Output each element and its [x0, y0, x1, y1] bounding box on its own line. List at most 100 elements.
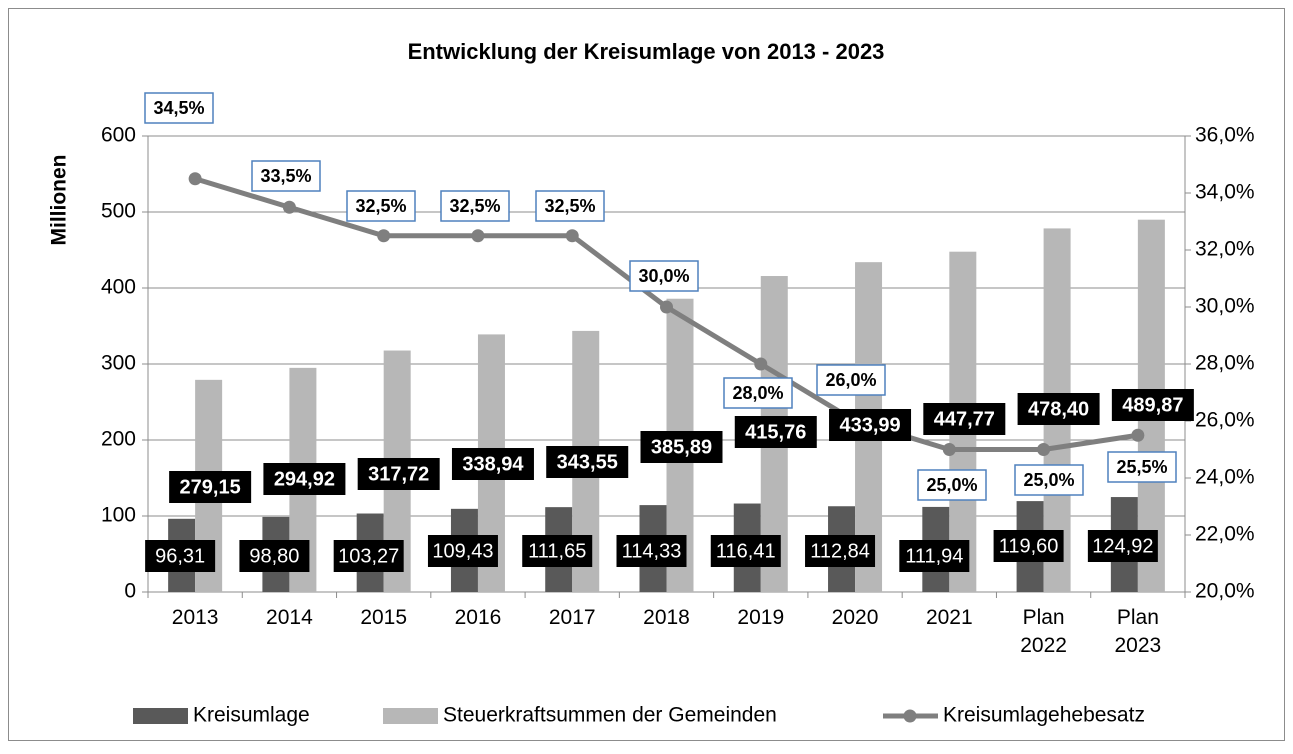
x-tick-label-box: 2015	[360, 606, 408, 629]
y-axis-label: Millionen	[48, 155, 71, 246]
bar-value-label: 103,27	[338, 545, 399, 567]
line-value-label-box	[1014, 464, 1084, 496]
bar-value-label: 385,89	[651, 436, 712, 458]
bar-value-label: 98,80	[249, 545, 299, 567]
line-value-label-box	[440, 190, 510, 222]
line-value-label-box	[1107, 451, 1177, 483]
x-tick-label: 2017	[548, 606, 596, 629]
bar-value-label: 119,60	[999, 535, 1059, 557]
y2-tick-label: 28,0%	[1195, 352, 1255, 375]
line-point	[565, 229, 579, 243]
y2-tick-label: 24,0%	[1195, 466, 1255, 489]
bar-value-label-box	[1017, 393, 1100, 425]
line-point	[1131, 428, 1145, 442]
bar-value-label-box	[451, 448, 534, 480]
line-value-label: 25,0%	[1023, 470, 1074, 490]
bar-value-label: 447,77	[934, 408, 995, 430]
line-value-label: 28,0%	[732, 383, 783, 403]
bar-value-label-box	[333, 540, 404, 572]
line-value-label: 32,5%	[355, 196, 406, 216]
bar-value-label-box	[239, 540, 310, 572]
y2-tick-label: 22,0%	[1195, 523, 1255, 546]
y-tick-label: 400	[101, 276, 136, 299]
line-point	[660, 300, 673, 314]
y-tick-label: 500	[101, 200, 136, 223]
line-value-label: 32,5%	[449, 196, 500, 216]
bar-value-label-box	[899, 540, 970, 572]
line-value-label-box	[629, 260, 699, 292]
x-tick-label-box: 2014	[266, 606, 313, 629]
bar-value-label: 109,43	[432, 540, 493, 562]
line-value-label: 30,0%	[638, 266, 689, 286]
line-value-label-box	[251, 160, 321, 192]
x-tick-label-box: 2019	[737, 606, 785, 629]
x-tick-label: 2013	[171, 606, 219, 629]
x-tick-label-box: Plan 2022	[1020, 606, 1067, 657]
line-point	[471, 229, 485, 243]
y2-tick-label: 32,0%	[1195, 238, 1255, 261]
x-tick-label-box: 2020	[831, 606, 879, 629]
line-value-label-box	[723, 377, 793, 409]
bar-value-label-box	[734, 416, 817, 448]
bar-value-label: 279,15	[180, 476, 241, 498]
line-value-label-box	[816, 364, 886, 396]
chart-border	[8, 8, 1285, 741]
line-point	[942, 443, 956, 456]
line-value-label: 33,5%	[260, 166, 311, 186]
bar-value-label: 478,40	[1028, 398, 1089, 420]
x-tick-label: 2018	[643, 606, 690, 629]
bar-value-label: 489,87	[1122, 394, 1183, 416]
x-tick-label-box: 2021	[925, 606, 973, 629]
line-value-label: 34,5%	[153, 98, 204, 118]
y-tick-label: 600	[101, 124, 136, 147]
x-tick-label-box: 2016	[454, 606, 502, 629]
legend-swatch	[383, 708, 438, 724]
x-tick-label: 2021	[925, 606, 973, 629]
y2-tick-label: 36,0%	[1195, 124, 1255, 147]
x-tick-label: 2020	[831, 606, 879, 629]
bar-value-label-box	[522, 535, 593, 567]
chart-title: Entwicklung der Kreisumlage von 2013 - 2…	[408, 39, 885, 64]
line-point	[377, 229, 391, 243]
line-value-label: 32,5%	[544, 196, 595, 216]
line-value-label: 25,5%	[1116, 457, 1167, 477]
bar-value-label-box	[640, 431, 723, 463]
line-value-label-box	[144, 92, 214, 124]
line-value-label-box	[346, 190, 416, 222]
legend-label: Steuerkraftsummen der Gemeinden	[443, 704, 777, 727]
legend-label: Kreisumlagehebesatz	[943, 704, 1145, 727]
bar-value-label: 111,65	[528, 540, 586, 562]
bar-value-label-box	[710, 535, 781, 567]
y-tick-label: 0	[124, 580, 136, 603]
bar-value-label: 343,55	[557, 451, 618, 473]
line-value-label: 26,0%	[825, 370, 876, 390]
line-point	[1037, 443, 1051, 456]
bar-value-label: 112,84	[810, 540, 870, 562]
bar-value-label-box	[546, 446, 629, 478]
bar-value-label: 415,76	[745, 421, 806, 443]
line-value-label-box	[535, 190, 605, 222]
x-tick-label-box: 2017	[548, 606, 596, 629]
x-tick-label: Plan 2023	[1114, 606, 1162, 657]
bar-value-label-box	[169, 471, 252, 503]
bar-value-label: 433,99	[839, 414, 900, 436]
legend-swatch-point	[903, 709, 917, 723]
y-tick-label: 100	[101, 504, 136, 527]
y-tick-label: 300	[101, 352, 136, 375]
bar-value-label-box	[805, 535, 876, 567]
x-tick-label: 2016	[454, 606, 502, 629]
bar-value-label-box	[145, 540, 216, 572]
x-tick-label: 2019	[737, 606, 785, 629]
x-tick-label: 2015	[360, 606, 408, 629]
bar-value-label-box	[357, 458, 440, 490]
line-value-label: 25,0%	[926, 475, 977, 495]
line-point	[754, 357, 768, 371]
bar-value-label-box	[1111, 389, 1194, 421]
line-point	[282, 200, 296, 214]
bar-value-label: 114,33	[622, 540, 682, 562]
x-tick-label: 2014	[266, 606, 313, 629]
bar-value-label: 338,94	[462, 453, 524, 475]
bar-value-label: 294,92	[274, 468, 335, 490]
line-point	[188, 172, 202, 186]
